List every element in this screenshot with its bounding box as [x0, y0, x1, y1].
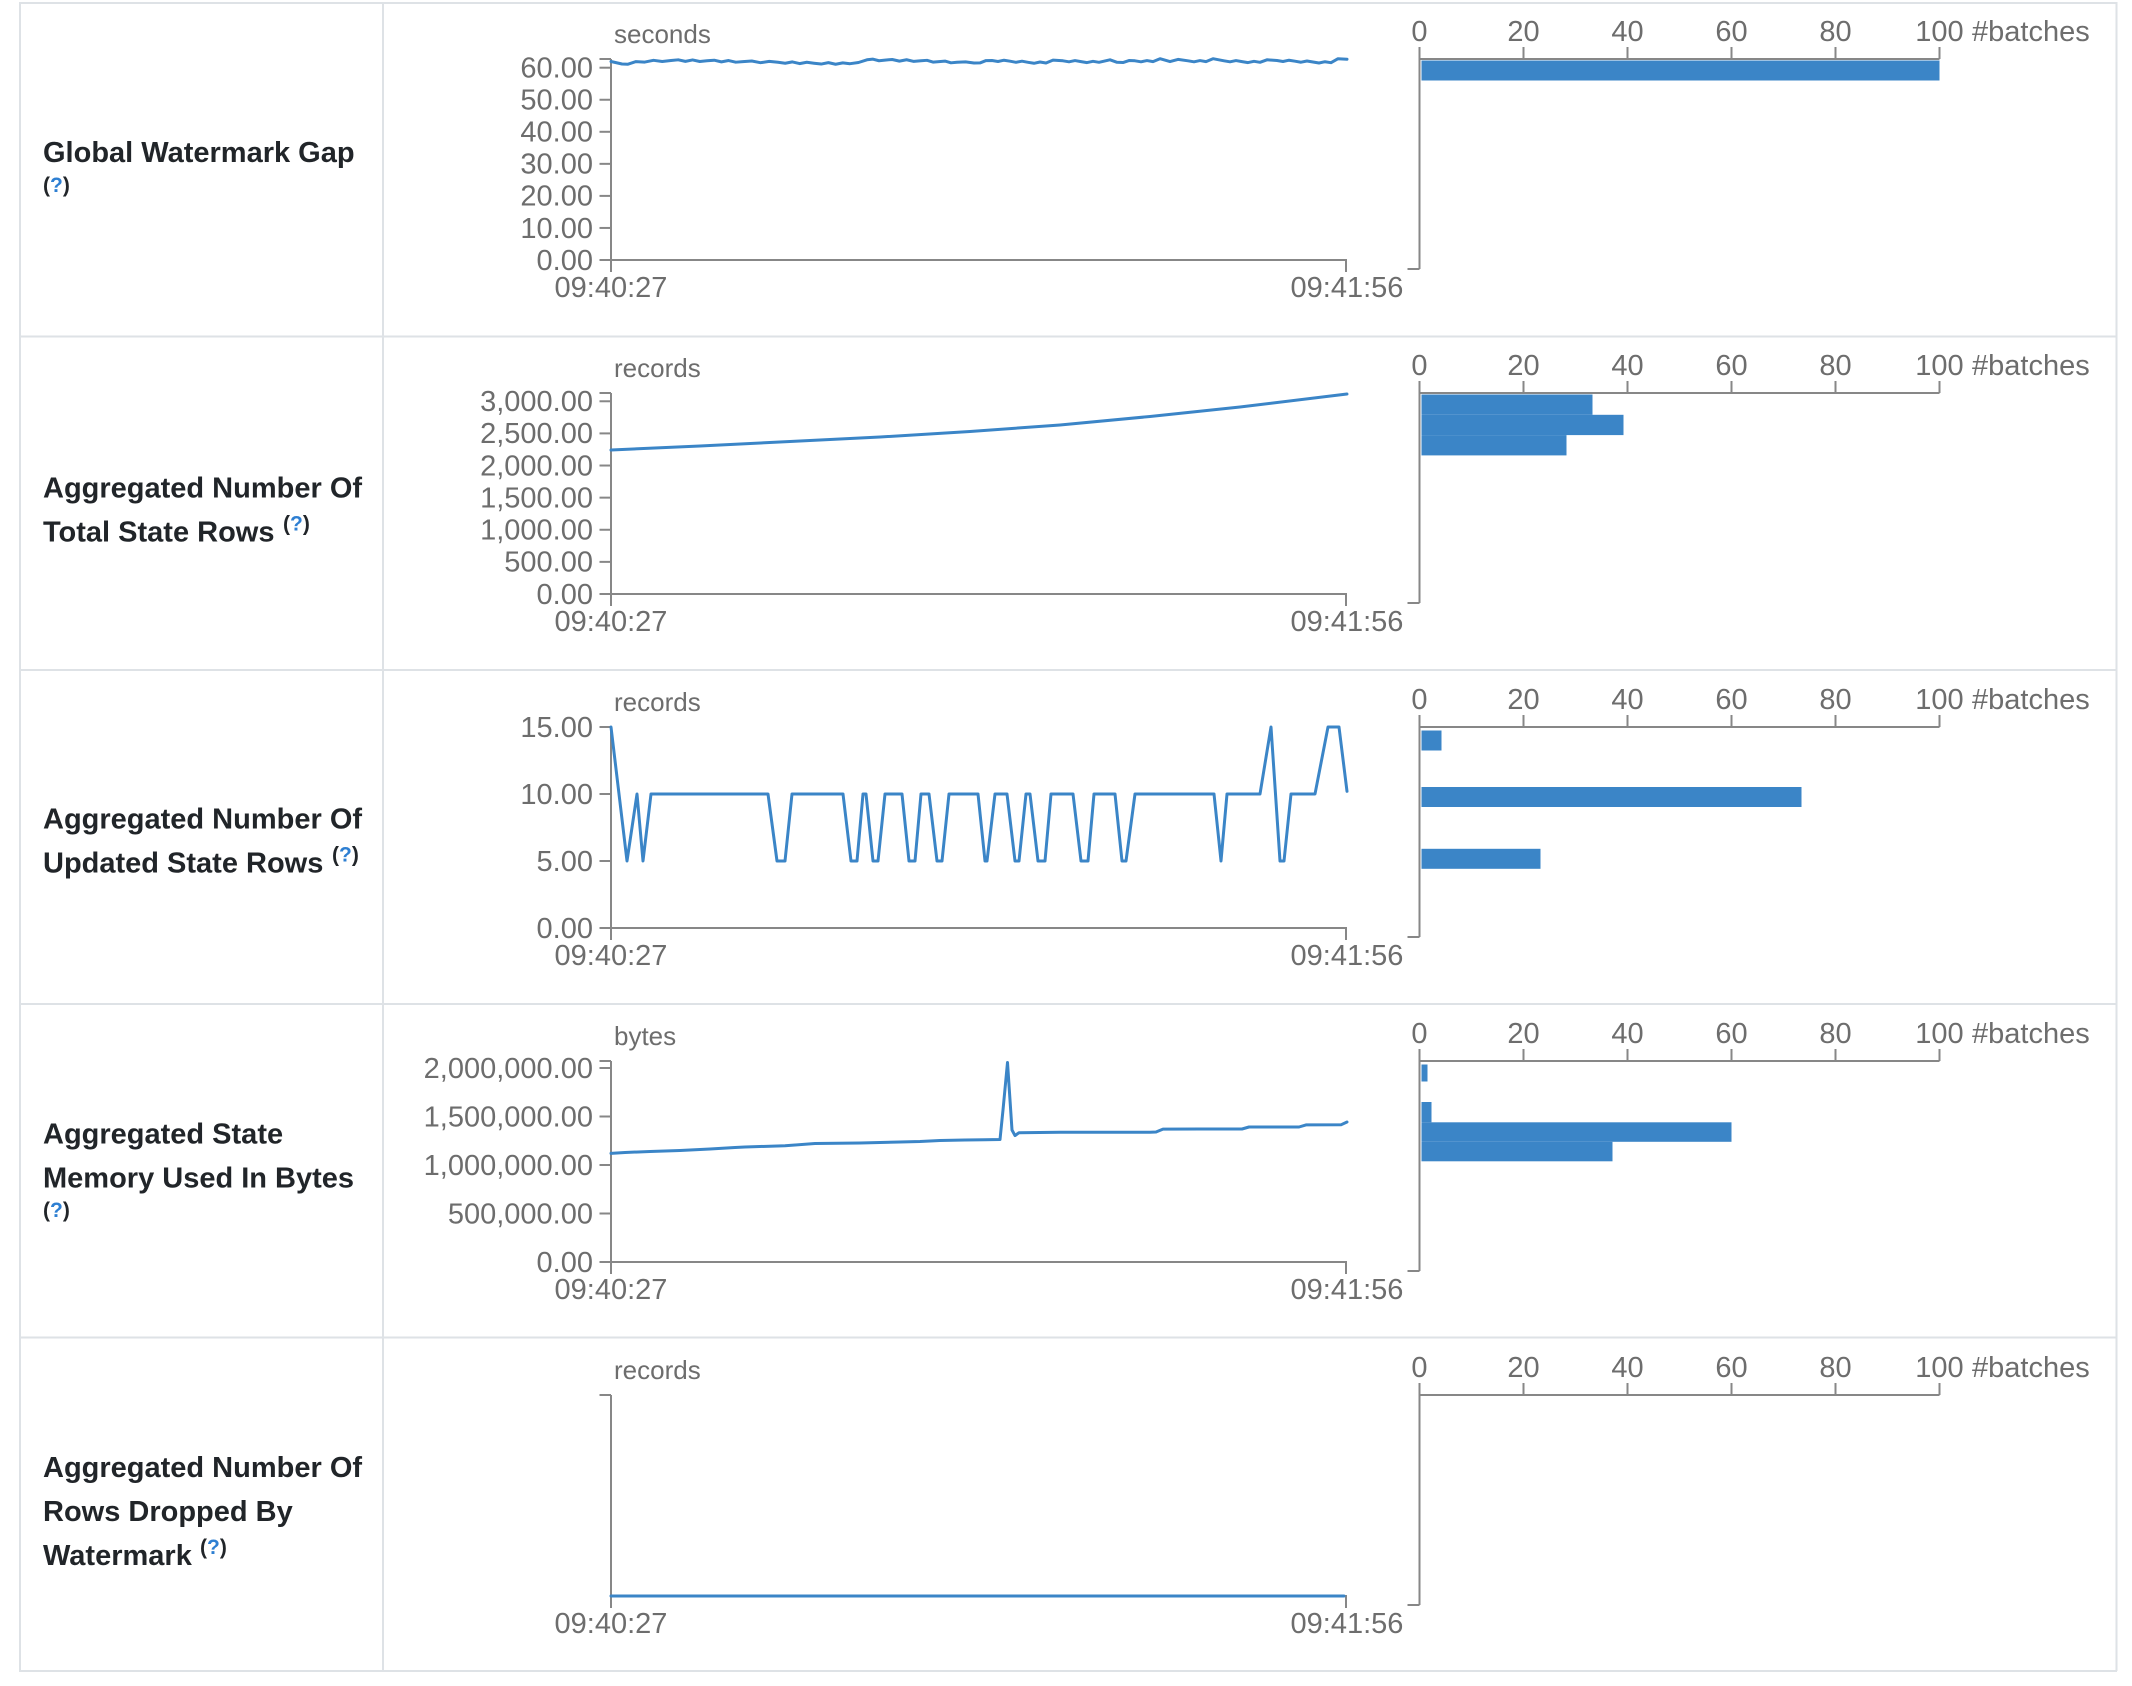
svg-text:Updated State Rows: Updated State Rows: [43, 848, 323, 880]
svg-text:bytes: bytes: [614, 1021, 676, 1051]
svg-text:1,500,000.00: 1,500,000.00: [424, 1101, 593, 1133]
svg-text:80: 80: [1819, 16, 1851, 48]
svg-text:60: 60: [1715, 1352, 1747, 1384]
svg-text:0: 0: [1411, 16, 1427, 48]
svg-text:40: 40: [1611, 1352, 1643, 1384]
svg-text:09:40:27: 09:40:27: [555, 1274, 668, 1306]
svg-text:1,000,000.00: 1,000,000.00: [424, 1150, 593, 1182]
svg-text:40: 40: [1611, 1018, 1643, 1050]
svg-text:60: 60: [1715, 1018, 1747, 1050]
svg-text:20: 20: [1507, 684, 1539, 716]
svg-text:0.00: 0.00: [537, 913, 593, 945]
svg-text:Aggregated State: Aggregated State: [43, 1119, 283, 1151]
svg-text:09:40:27: 09:40:27: [555, 1608, 668, 1640]
svg-text:0: 0: [1411, 1352, 1427, 1384]
svg-text:(?): (?): [200, 1536, 227, 1559]
svg-text:Aggregated Number Of: Aggregated Number Of: [43, 473, 362, 505]
svg-text:09:41:56: 09:41:56: [1291, 940, 1404, 972]
svg-text:(?): (?): [43, 174, 70, 197]
svg-text:2,000.00: 2,000.00: [480, 450, 593, 482]
svg-text:Memory Used In Bytes: Memory Used In Bytes: [43, 1163, 354, 1195]
svg-text:09:41:56: 09:41:56: [1291, 1608, 1404, 1640]
svg-text:500,000.00: 500,000.00: [448, 1198, 593, 1230]
svg-text:Total State Rows: Total State Rows: [43, 517, 275, 549]
svg-text:Aggregated Number Of: Aggregated Number Of: [43, 804, 362, 836]
svg-text:(?): (?): [43, 1199, 70, 1222]
svg-text:Rows Dropped By: Rows Dropped By: [43, 1496, 293, 1528]
svg-text:3,000.00: 3,000.00: [480, 386, 593, 418]
svg-text:09:40:27: 09:40:27: [555, 940, 668, 972]
svg-text:09:41:56: 09:41:56: [1291, 1274, 1404, 1306]
svg-text:09:40:27: 09:40:27: [555, 606, 668, 638]
svg-text:80: 80: [1819, 350, 1851, 382]
svg-text:09:41:56: 09:41:56: [1291, 272, 1404, 304]
svg-text:60: 60: [1715, 350, 1747, 382]
svg-text:60: 60: [1715, 16, 1747, 48]
svg-text:Watermark: Watermark: [43, 1540, 193, 1572]
svg-text:40: 40: [1611, 684, 1643, 716]
svg-text:20: 20: [1507, 1352, 1539, 1384]
svg-text:#batches: #batches: [1972, 16, 2090, 48]
svg-text:100: 100: [1915, 350, 1963, 382]
svg-text:Aggregated Number Of: Aggregated Number Of: [43, 1452, 362, 1484]
svg-text:0.00: 0.00: [537, 245, 593, 277]
svg-text:#batches: #batches: [1972, 684, 2090, 716]
svg-text:80: 80: [1819, 1352, 1851, 1384]
svg-text:100: 100: [1915, 1018, 1963, 1050]
svg-text:100: 100: [1915, 16, 1963, 48]
svg-text:20: 20: [1507, 16, 1539, 48]
svg-text:30.00: 30.00: [520, 149, 593, 181]
svg-text:0: 0: [1411, 684, 1427, 716]
svg-text:500.00: 500.00: [504, 547, 593, 579]
svg-text:records: records: [614, 353, 701, 383]
svg-text:2,000,000.00: 2,000,000.00: [424, 1053, 593, 1085]
svg-text:records: records: [614, 687, 701, 717]
svg-text:#batches: #batches: [1972, 1352, 2090, 1384]
svg-text:#batches: #batches: [1972, 1018, 2090, 1050]
svg-text:40: 40: [1611, 350, 1643, 382]
svg-text:100: 100: [1915, 684, 1963, 716]
svg-text:10.00: 10.00: [520, 213, 593, 245]
svg-text:09:40:27: 09:40:27: [555, 272, 668, 304]
svg-text:records: records: [614, 1355, 701, 1385]
svg-text:1,500.00: 1,500.00: [480, 482, 593, 514]
svg-text:#batches: #batches: [1972, 350, 2090, 382]
svg-text:seconds: seconds: [614, 19, 711, 49]
svg-text:Global Watermark Gap: Global Watermark Gap: [43, 137, 355, 169]
svg-text:100: 100: [1915, 1352, 1963, 1384]
svg-text:1,000.00: 1,000.00: [480, 515, 593, 547]
svg-text:(?): (?): [283, 513, 310, 536]
svg-text:2,500.00: 2,500.00: [480, 418, 593, 450]
svg-text:0.00: 0.00: [537, 1247, 593, 1279]
svg-text:40.00: 40.00: [520, 117, 593, 149]
svg-text:60.00: 60.00: [520, 53, 593, 85]
svg-text:5.00: 5.00: [537, 846, 593, 878]
svg-text:20.00: 20.00: [520, 181, 593, 213]
svg-text:80: 80: [1819, 684, 1851, 716]
svg-text:15.00: 15.00: [520, 712, 593, 744]
svg-text:60: 60: [1715, 684, 1747, 716]
svg-text:0.00: 0.00: [537, 579, 593, 611]
svg-text:0: 0: [1411, 1018, 1427, 1050]
svg-text:80: 80: [1819, 1018, 1851, 1050]
svg-text:09:41:56: 09:41:56: [1291, 606, 1404, 638]
svg-text:(?): (?): [332, 844, 359, 867]
svg-text:40: 40: [1611, 16, 1643, 48]
svg-text:20: 20: [1507, 1018, 1539, 1050]
svg-text:0: 0: [1411, 350, 1427, 382]
svg-text:10.00: 10.00: [520, 779, 593, 811]
svg-text:50.00: 50.00: [520, 85, 593, 117]
svg-text:20: 20: [1507, 350, 1539, 382]
